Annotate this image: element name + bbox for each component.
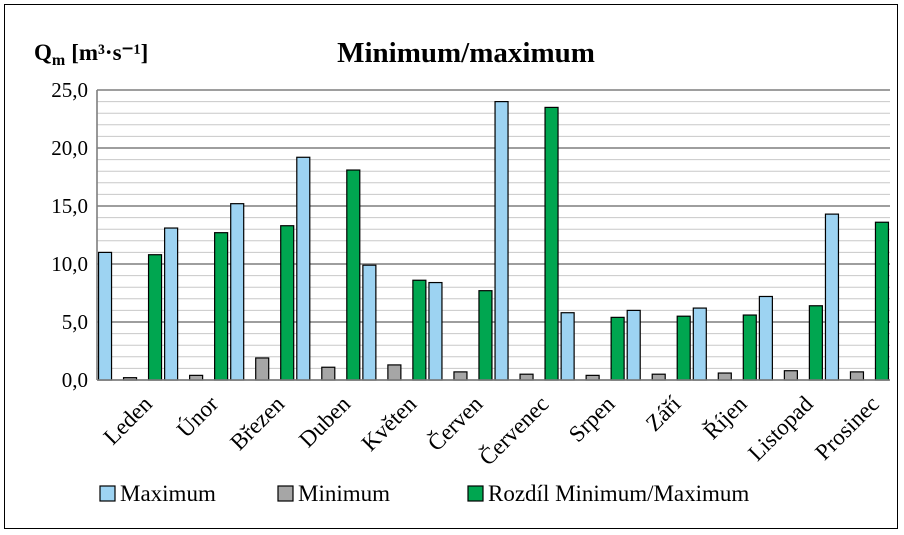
bar-maximum-9 bbox=[692, 307, 707, 381]
bar-minimum-4 bbox=[387, 364, 402, 381]
bar-maximum-7 bbox=[560, 312, 575, 381]
bar-minimum-5 bbox=[453, 371, 468, 381]
bar-maximum-6 bbox=[494, 100, 509, 381]
x-tick-label: Květen bbox=[357, 391, 422, 456]
bar-maximum-3 bbox=[296, 156, 311, 381]
x-tick-label: Říjen bbox=[699, 391, 752, 444]
legend: Maximum Minimum Rozdíl Minimum/Maximum bbox=[99, 481, 749, 506]
bar-rozd-l-minimum-maximum-9 bbox=[742, 314, 757, 381]
bar-rozd-l-minimum-maximum-2 bbox=[280, 225, 295, 381]
bar-rozd-l-minimum-maximum-8 bbox=[676, 315, 691, 381]
x-tick-label: Srpen bbox=[564, 391, 620, 447]
x-tick-label: Červenec bbox=[474, 391, 554, 471]
bar-maximum-8 bbox=[626, 309, 641, 381]
bar-maximum-5 bbox=[428, 281, 443, 381]
y-tick-label: 10,0 bbox=[51, 252, 88, 276]
x-tick-label: Leden bbox=[99, 391, 158, 450]
bar-maximum-10 bbox=[758, 295, 773, 381]
y-axis-subscript: m bbox=[52, 52, 66, 69]
legend-swatch bbox=[99, 485, 116, 502]
bar-minimum-3 bbox=[321, 366, 336, 381]
bar-rozd-l-minimum-maximum-4 bbox=[412, 279, 427, 381]
bar-minimum-11 bbox=[849, 371, 865, 381]
x-tick-label: Září bbox=[641, 391, 686, 436]
axes bbox=[96, 90, 890, 381]
bar-rozd-l-minimum-maximum-11 bbox=[874, 221, 890, 381]
bar-minimum-8 bbox=[651, 373, 666, 381]
y-tick-label: 5,0 bbox=[62, 310, 88, 334]
x-tick-labels: Leden Únor Březen Duben Květen ČervenČervenec… bbox=[99, 390, 884, 470]
x-tick-label: Březen bbox=[225, 391, 289, 455]
bar-maximum-4 bbox=[362, 264, 377, 381]
y-axis-unit: [m³·s⁻¹] bbox=[71, 40, 148, 65]
bar-rozd-l-minimum-maximum-3 bbox=[346, 169, 361, 381]
y-tick-label: 15,0 bbox=[51, 194, 88, 218]
x-tick-label: Únor bbox=[171, 390, 223, 442]
x-tick-label: Duben bbox=[294, 391, 355, 452]
bar-rozd-l-minimum-maximum-0 bbox=[147, 254, 163, 381]
bar-minimum-9 bbox=[717, 372, 732, 381]
bar-rozd-l-minimum-maximum-7 bbox=[610, 316, 625, 381]
x-tick-label: Prosinec bbox=[810, 391, 884, 465]
y-axis-unit-label: Qm [m³·s⁻¹] bbox=[34, 40, 148, 69]
bar-rozd-l-minimum-maximum-6 bbox=[544, 106, 559, 381]
bar-minimum-6 bbox=[519, 373, 534, 381]
legend-swatch bbox=[277, 485, 294, 502]
bar-maximum-0 bbox=[97, 251, 113, 381]
y-tick-label: 25,0 bbox=[51, 78, 88, 102]
y-tick-labels: 0,0 5,0 10,0 15,0 20,0 25,0 bbox=[51, 78, 88, 392]
y-tick-label: 20,0 bbox=[51, 136, 88, 160]
x-tick-label: Listopad bbox=[743, 391, 818, 466]
bar-minimum-2 bbox=[255, 357, 270, 381]
bar-maximum-11 bbox=[824, 213, 840, 381]
y-tick-label: 0,0 bbox=[62, 368, 88, 392]
bar-rozd-l-minimum-maximum-10 bbox=[808, 305, 823, 381]
legend-label: Minimum bbox=[298, 481, 390, 506]
x-tick-label: Červen bbox=[422, 390, 488, 456]
chart-title: Minimum/maximum bbox=[337, 37, 595, 69]
bar-rozd-l-minimum-maximum-1 bbox=[214, 232, 229, 381]
bar-minimum-10 bbox=[783, 370, 798, 381]
legend-label: Maximum bbox=[120, 481, 216, 506]
y-axis-symbol: Q bbox=[34, 40, 52, 65]
bar-maximum-1 bbox=[164, 227, 179, 381]
bars bbox=[97, 100, 890, 381]
bar-maximum-2 bbox=[230, 203, 245, 381]
legend-label: Rozdíl Minimum/Maximum bbox=[488, 481, 749, 506]
legend-swatch bbox=[467, 485, 484, 502]
bar-rozd-l-minimum-maximum-5 bbox=[478, 290, 493, 381]
